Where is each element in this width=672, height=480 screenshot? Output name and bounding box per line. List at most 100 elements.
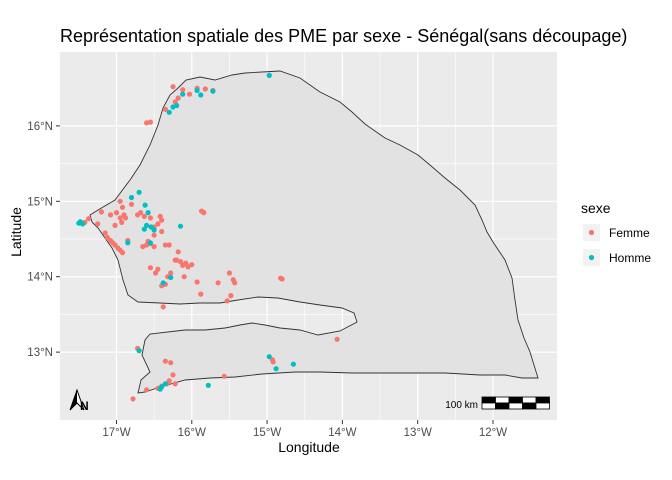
femme-point — [128, 201, 135, 207]
x-tick-label: 14°W — [328, 427, 356, 439]
y-axis-title: Latitude — [8, 207, 24, 257]
plot-panel: 100 km N — [60, 52, 557, 420]
femme-point — [147, 265, 153, 271]
homme-point — [145, 210, 151, 216]
homme-point — [141, 226, 147, 232]
femme-point — [117, 215, 123, 221]
homme-point — [266, 72, 272, 78]
homme-point — [210, 88, 216, 94]
scale-bar-segment — [535, 402, 550, 410]
femme-point — [334, 336, 340, 342]
scale-bar-segment — [481, 402, 496, 410]
femme-point — [279, 276, 285, 282]
legend-label: Femme — [609, 226, 650, 240]
y-axis-ticks: 13°N 14°N 15°N 16°N — [27, 121, 60, 359]
femme-point — [162, 106, 168, 112]
femme-point — [226, 270, 232, 276]
homme-point — [266, 354, 272, 360]
femme-point — [130, 396, 136, 402]
y-tick-label: 15°N — [27, 196, 53, 208]
femme-point — [121, 212, 127, 218]
femme-point — [202, 86, 208, 92]
femme-point — [144, 120, 150, 126]
femme-point — [170, 372, 176, 378]
femme-point — [228, 293, 234, 299]
femme-point — [221, 373, 227, 379]
y-tick-label: 13°N — [27, 347, 53, 359]
femme-point — [215, 280, 221, 286]
homme-point — [147, 240, 153, 246]
femme-point — [159, 217, 165, 223]
femme-point — [107, 212, 114, 218]
femme-point — [175, 95, 181, 101]
femme-point — [102, 230, 108, 236]
scale-bar-segment — [508, 396, 523, 404]
femme-point — [175, 249, 181, 255]
femme-point — [198, 291, 204, 297]
homme-point — [128, 194, 135, 201]
data-points — [76, 72, 340, 402]
homme-point — [76, 220, 82, 226]
homme-point — [160, 280, 166, 286]
femme-point — [166, 242, 172, 248]
scale-bar-segment — [495, 396, 510, 404]
femme-point — [168, 360, 174, 366]
homme-point — [290, 361, 296, 367]
homme-point — [168, 274, 174, 281]
femme-point — [224, 298, 230, 304]
femme-point — [162, 242, 168, 248]
north-arrow-label: N — [80, 399, 89, 413]
homme-point — [136, 348, 142, 354]
femme-point — [151, 232, 157, 238]
femme-point — [151, 244, 157, 250]
femme-point — [113, 210, 120, 216]
x-tick-label: 16°W — [178, 427, 206, 439]
homme-point — [273, 366, 279, 372]
homme-point — [166, 109, 172, 115]
femme-point — [159, 228, 165, 235]
homme-point — [205, 382, 211, 388]
femme-point — [153, 270, 159, 276]
homme-point — [142, 202, 148, 208]
scale-bar-segment — [495, 402, 510, 410]
femme-point — [155, 266, 161, 272]
scale-bar-segment — [481, 396, 496, 404]
homme-point — [151, 227, 157, 233]
femme-point — [86, 216, 92, 222]
femme-point — [194, 279, 200, 285]
scale-bar: 100 km — [445, 396, 550, 411]
scale-bar-segment — [522, 402, 537, 410]
x-tick-label: 12°W — [479, 427, 507, 439]
north-arrow-half — [70, 390, 77, 410]
x-axis-title: Longitude — [278, 439, 340, 455]
femme-point — [186, 91, 193, 97]
x-tick-label: 13°W — [404, 427, 432, 439]
femme-point — [172, 381, 178, 387]
homme-point — [125, 240, 131, 246]
y-tick-label: 16°N — [27, 121, 53, 133]
femme-point — [232, 280, 238, 286]
homme-point — [180, 91, 186, 97]
legend-marker — [588, 254, 595, 261]
femme-point — [168, 270, 174, 276]
femme-point — [172, 257, 178, 263]
femme-point — [180, 87, 186, 93]
legend: sexe Femme Homme — [581, 200, 651, 266]
femme-point — [117, 198, 123, 204]
scale-bar-segment — [535, 396, 550, 404]
homme-point — [136, 189, 142, 195]
homme-point — [144, 222, 150, 228]
legend-label: Homme — [609, 251, 651, 265]
femme-point — [201, 210, 207, 216]
femme-point — [141, 213, 147, 219]
x-axis-ticks: 17°W 16°W 15°W 14°W 13°W 12°W — [102, 420, 507, 439]
femme-point — [138, 210, 144, 216]
north-arrow-icon: N — [69, 388, 89, 413]
homme-point — [162, 381, 168, 387]
legend-marker — [588, 229, 595, 236]
femme-point — [144, 387, 150, 393]
legend-title: sexe — [581, 200, 611, 216]
homme-point — [198, 92, 204, 98]
x-tick-label: 17°W — [102, 427, 130, 439]
